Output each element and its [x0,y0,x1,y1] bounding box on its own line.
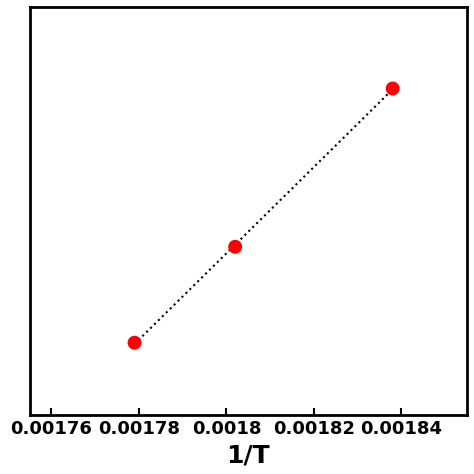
X-axis label: 1/T: 1/T [227,443,270,467]
Point [131,339,138,346]
Point [231,243,239,251]
Point [389,85,396,92]
